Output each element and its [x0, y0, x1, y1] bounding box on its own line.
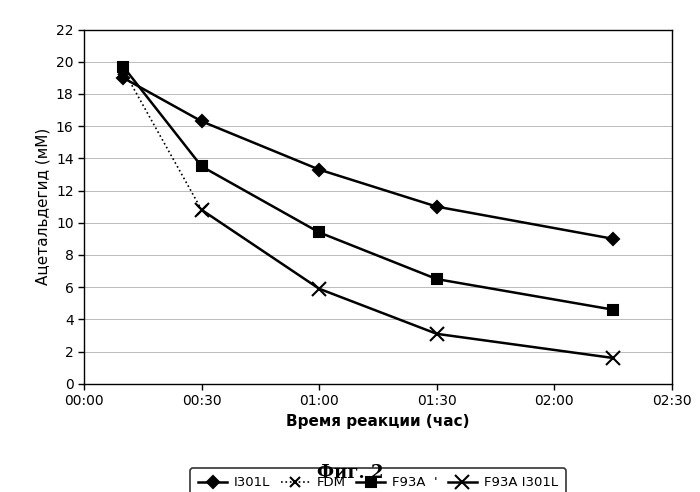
- Legend: I301L, FDM, F93A  ', F93A I301L: I301L, FDM, F93A ', F93A I301L: [190, 468, 566, 492]
- Y-axis label: Ацетальдегид (мМ): Ацетальдегид (мМ): [35, 128, 50, 285]
- X-axis label: Время реакции (час): Время реакции (час): [286, 414, 470, 429]
- Text: Фиг. 2: Фиг. 2: [316, 464, 384, 482]
